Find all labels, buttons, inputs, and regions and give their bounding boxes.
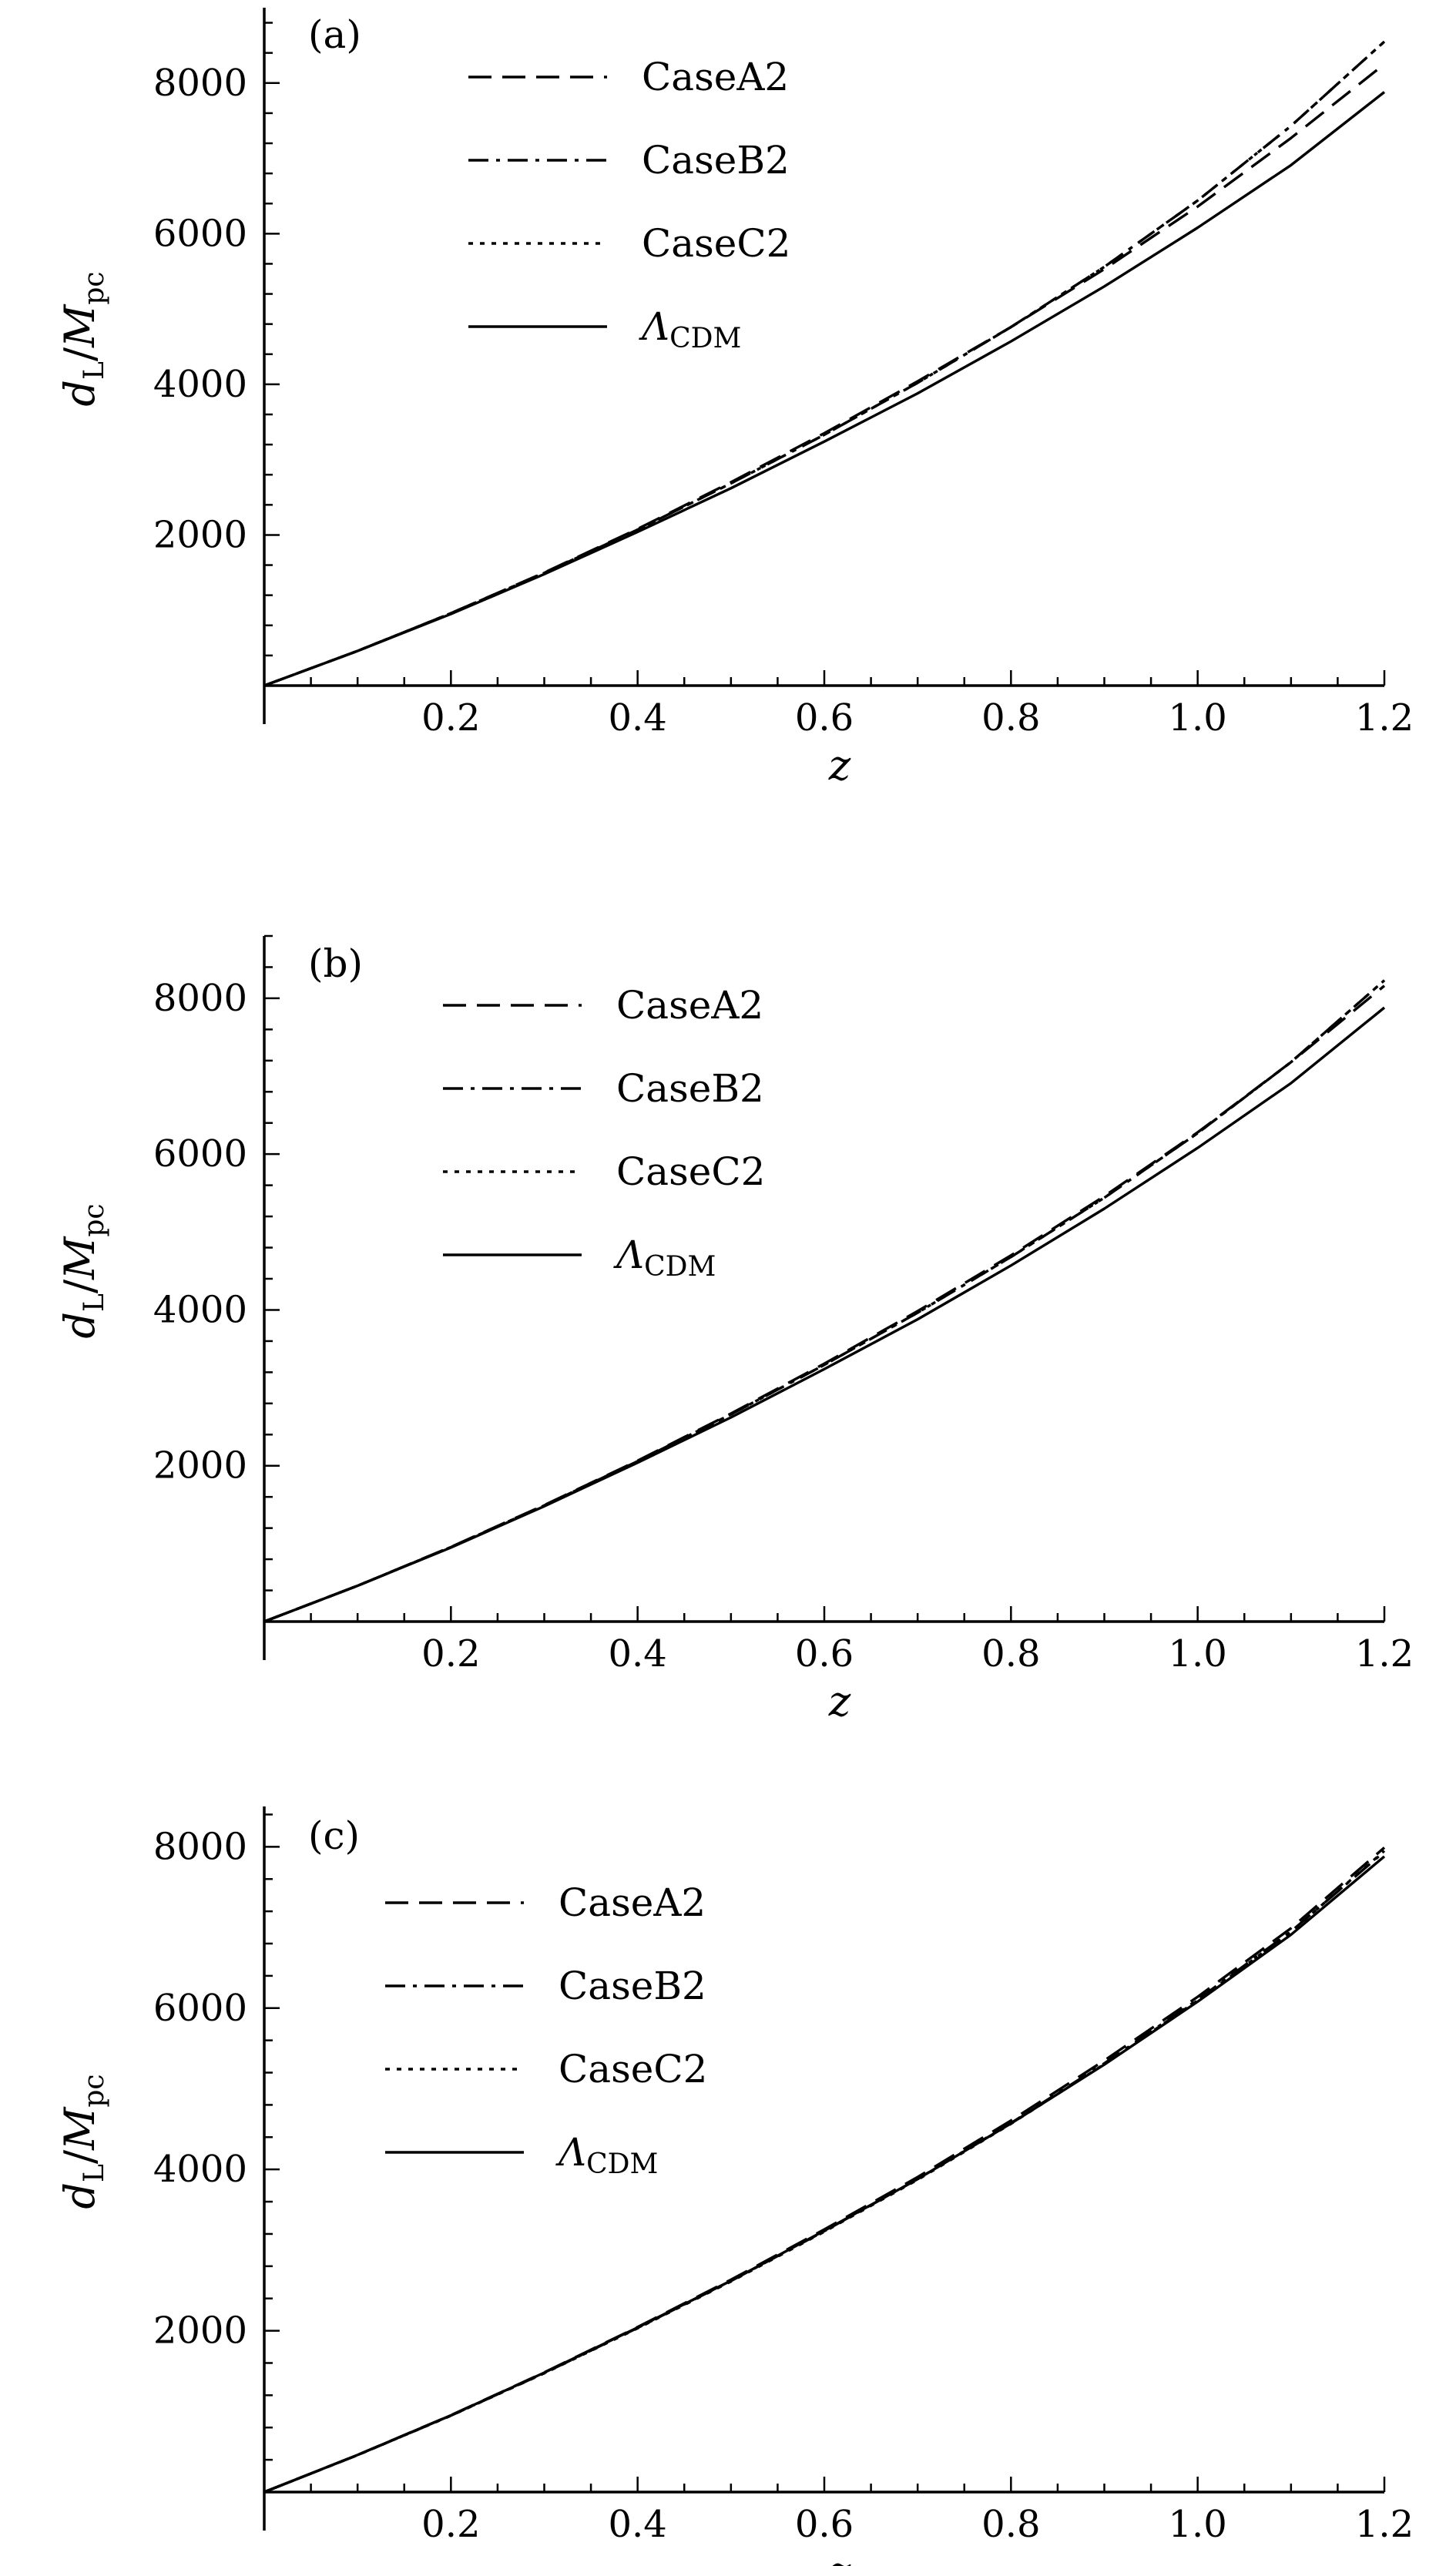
y-tick-label: 8000 [153, 62, 247, 105]
legend-label: ΛCDM [639, 304, 741, 354]
y-tick-label: 6000 [153, 1987, 247, 2030]
x-tick-label: 0.6 [795, 2503, 854, 2546]
y-tick-label: 2000 [153, 513, 247, 556]
x-tick-label: 1.2 [1355, 1632, 1414, 1675]
x-tick-label: 0.4 [608, 1632, 666, 1675]
legend-label: CaseC2 [642, 221, 790, 266]
x-axis-title: z [828, 2548, 851, 2566]
legend: CaseA2 CaseB2 CaseC2 ΛCDM [468, 55, 790, 354]
x-tick-label: 1.0 [1168, 1632, 1226, 1675]
y-tick-label: 8000 [153, 977, 247, 1020]
chart-panel-1: 0.2 0.4 0.6 0.8 1.0 1.2 2000 4000 6000 8000 z dL/Mp… [55, 8, 1414, 790]
x-axis-title: z [828, 1677, 851, 1726]
series-line-casec2 [263, 1850, 1386, 2494]
legend-label: CaseB2 [616, 1066, 764, 1111]
y-tick-label: 8000 [153, 1825, 247, 1868]
chart-panel-2: 0.2 0.4 0.6 0.8 1.0 1.2 2000 4000 6000 8000 z dL/Mp… [55, 934, 1414, 1726]
legend-label: ΛCDM [613, 1233, 716, 1283]
chart-panel-3: 0.2 0.4 0.6 0.8 1.0 1.2 2000 4000 6000 8000 z dL/Mp… [55, 1806, 1414, 2566]
series-line-casec2 [263, 40, 1386, 687]
legend-label: CaseA2 [559, 1880, 706, 1925]
x-tick-label: 0.8 [981, 696, 1040, 740]
x-tick-label: 0.2 [421, 2503, 480, 2546]
series-line-cdm [263, 91, 1386, 687]
panel-label: (a) [308, 12, 361, 57]
x-tick-label: 0.4 [608, 696, 666, 740]
x-tick-label: 0.6 [795, 1632, 854, 1675]
x-axis-title: z [828, 741, 851, 790]
x-tick-label: 0.8 [981, 1632, 1040, 1675]
series-line-casea2 [263, 984, 1386, 1623]
y-tick-label: 2000 [153, 1444, 247, 1488]
panel-label: (c) [308, 1813, 360, 1858]
legend-label: ΛCDM [555, 2130, 658, 2180]
x-tick-label: 1.0 [1168, 2503, 1226, 2546]
x-tick-label: 0.4 [608, 2503, 666, 2546]
x-tick-label: 0.8 [981, 2503, 1040, 2546]
y-tick-label: 4000 [153, 2148, 247, 2191]
series-line-caseb2 [263, 979, 1386, 1623]
y-axis-title: dL/Mpc [55, 2074, 110, 2209]
y-tick-label: 2000 [153, 2309, 247, 2353]
x-tick-label: 1.0 [1168, 696, 1226, 740]
x-tick-label: 0.2 [421, 696, 480, 740]
legend-label: CaseA2 [616, 983, 763, 1028]
series-line-casec2 [263, 979, 1386, 1623]
y-axis-title: dL/Mpc [55, 271, 110, 406]
legend: CaseA2 CaseB2 CaseC2 ΛCDM [443, 983, 765, 1283]
legend: CaseA2 CaseB2 CaseC2 ΛCDM [385, 1880, 707, 2180]
panel-label: (b) [308, 941, 363, 986]
legend-label: CaseA2 [642, 55, 789, 99]
y-axis-title: dL/Mpc [55, 1203, 110, 1338]
y-tick-label: 4000 [153, 363, 247, 406]
legend-label: CaseB2 [559, 1964, 706, 2008]
series-line-cdm [263, 1855, 1386, 2494]
x-tick-label: 1.2 [1355, 696, 1414, 740]
x-tick-label: 1.2 [1355, 2503, 1414, 2546]
x-tick-label: 0.6 [795, 696, 854, 740]
y-tick-label: 4000 [153, 1288, 247, 1331]
series-line-caseb2 [263, 40, 1386, 687]
series-line-casea2 [263, 62, 1386, 687]
legend-label: CaseC2 [559, 2047, 707, 2091]
legend-label: CaseC2 [616, 1149, 765, 1194]
y-tick-label: 6000 [153, 212, 247, 255]
y-tick-label: 6000 [153, 1132, 247, 1176]
series-line-casea2 [263, 1847, 1386, 2494]
series-line-caseb2 [263, 1850, 1386, 2494]
series-line-cdm [263, 1006, 1386, 1623]
legend-label: CaseB2 [642, 138, 790, 183]
x-tick-label: 0.2 [421, 1632, 480, 1675]
